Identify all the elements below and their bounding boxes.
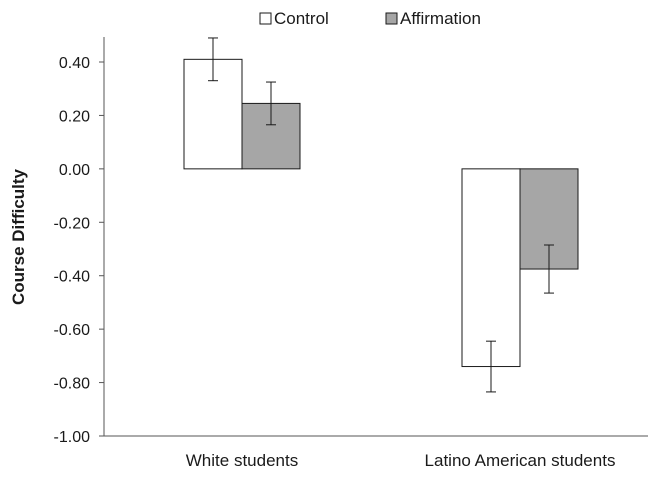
y-tick-label: 0.40 [59,55,90,72]
bars [183,37,579,393]
legend: Control Affirmation [259,9,481,28]
category-label: White students [186,451,298,470]
y-tick-label: -1.00 [54,429,91,446]
y-tick-label: -0.20 [54,215,91,232]
y-tick-label: -0.60 [54,322,91,339]
legend-label-control: Control [274,9,329,28]
legend-swatch-control [259,12,272,25]
category-label: Latino American students [425,451,616,470]
x-axis: White students Latino American students [99,435,648,470]
y-tick-label: -0.80 [54,376,91,393]
legend-swatch-affirmation [385,12,398,25]
y-tick-label: -0.40 [54,269,91,286]
y-axis: 0.40 0.20 0.00 -0.20 -0.40 -0.60 -0.80 -1.00 [54,37,105,446]
legend-label-affirmation: Affirmation [400,9,481,28]
y-tick-label: 0.20 [59,108,90,125]
bar-control-2 [461,168,521,368]
y-axis-label: Course Difficulty [9,168,28,305]
y-tick-label: 0.00 [59,162,90,179]
